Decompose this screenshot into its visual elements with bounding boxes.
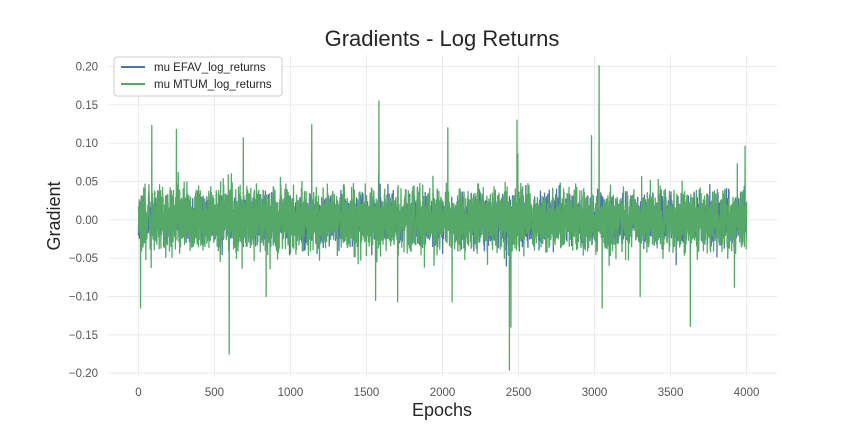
legend-label-efav: mu EFAV_log_returns xyxy=(154,62,266,74)
x-tick-label: 2000 xyxy=(430,387,456,399)
y-tick-label: −0.20 xyxy=(69,368,98,380)
x-axis-label: Epochs xyxy=(412,400,472,420)
y-tick-label: 0.05 xyxy=(76,177,98,189)
x-tick-label: 3000 xyxy=(582,387,608,399)
series-line-mtum xyxy=(137,65,748,371)
x-tick-label: 500 xyxy=(205,387,224,399)
x-tick-label: 3500 xyxy=(658,387,684,399)
chart-title: Gradients - Log Returns xyxy=(325,26,560,51)
x-tick-label: 0 xyxy=(135,387,141,399)
y-tick-label: 0.20 xyxy=(76,62,98,74)
y-tick-label: 0.00 xyxy=(76,215,98,227)
series-layer xyxy=(137,65,748,371)
legend: mu EFAV_log_returns mu MTUM_log_returns xyxy=(113,56,283,97)
x-tick-label: 1000 xyxy=(278,387,304,399)
y-tick-label: −0.10 xyxy=(69,292,98,304)
y-tick-label: −0.05 xyxy=(69,253,98,265)
legend-box xyxy=(113,56,283,97)
x-tick-label: 1500 xyxy=(354,387,380,399)
legend-label-mtum: mu MTUM_log_returns xyxy=(154,79,272,91)
x-tick-label: 4000 xyxy=(734,387,760,399)
ticks: 0 500 1000 1500 2000 2500 3000 3500 4000 −0.20 −0.… xyxy=(69,62,759,400)
y-tick-label: 0.15 xyxy=(76,100,98,112)
y-tick-label: 0.10 xyxy=(76,138,98,150)
y-axis-label: Gradient xyxy=(44,181,64,250)
x-tick-label: 2500 xyxy=(506,387,532,399)
y-tick-label: −0.15 xyxy=(69,330,98,342)
